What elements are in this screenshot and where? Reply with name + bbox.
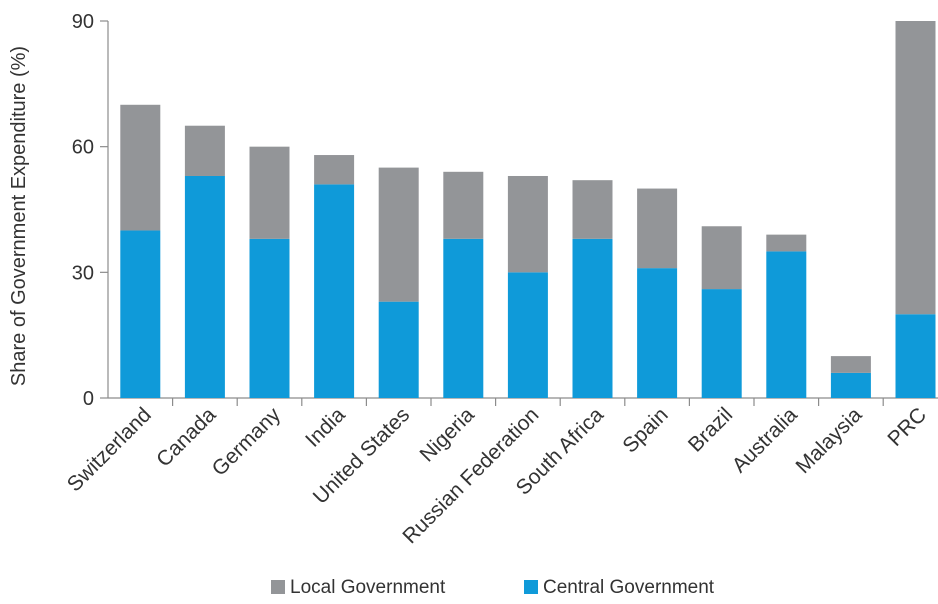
y-tick-label: 0 <box>83 388 94 410</box>
bar-central-government <box>314 184 355 398</box>
bar-central-government <box>378 301 419 398</box>
bar-central-government <box>701 289 742 398</box>
bar-local-government <box>184 125 225 176</box>
bar-central-government <box>184 175 225 398</box>
x-tick-label: Germany <box>208 403 286 481</box>
bar-local-government <box>443 171 484 239</box>
bar-local-government <box>249 146 290 239</box>
bar-local-government <box>701 226 742 290</box>
bar-local-government <box>830 356 871 373</box>
y-tick-label: 30 <box>72 262 94 284</box>
bar-central-government <box>443 238 484 398</box>
bar-local-government <box>637 188 678 269</box>
bar-local-government <box>572 180 613 239</box>
bars <box>120 21 936 398</box>
x-tick-label: Brazil <box>684 403 737 456</box>
bar-local-government <box>766 234 807 252</box>
y-ticks: 0 30 60 90 <box>72 11 108 410</box>
bar-central-government <box>507 272 548 398</box>
bar-central-government <box>249 238 290 398</box>
bar-central-government <box>766 251 807 398</box>
bar-local-government <box>378 167 419 302</box>
x-tick-label: Spain <box>618 403 672 457</box>
x-tick-label: Malaysia <box>792 403 867 478</box>
bar-central-government <box>830 372 871 398</box>
bar-central-government <box>895 314 936 398</box>
x-tick-label: PRC <box>883 403 931 451</box>
bar-local-government <box>507 175 548 273</box>
legend-swatch <box>271 580 285 594</box>
legend-swatch <box>524 580 538 594</box>
legend-label: Local Government <box>290 577 446 598</box>
x-tick-label: Nigeria <box>416 403 480 467</box>
legend-label: Central Government <box>543 577 715 598</box>
x-tick-label: Australia <box>728 403 802 477</box>
bar-local-government <box>120 104 161 231</box>
bar-central-government <box>637 268 678 398</box>
y-tick-label: 60 <box>72 137 94 159</box>
y-axis-title-group: Share of Government Expenditure (%) <box>8 46 30 386</box>
legend: Local Government Central Government <box>271 577 715 598</box>
bar-local-government <box>895 21 936 315</box>
x-tick-label: India <box>301 403 350 452</box>
bar-local-government <box>314 155 355 185</box>
bar-central-government <box>120 230 161 398</box>
y-tick-label: 90 <box>72 11 94 33</box>
bar-central-government <box>572 238 613 398</box>
y-axis-title: Share of Government Expenditure (%) <box>8 46 30 386</box>
x-tick-label: Switzerland <box>63 403 156 496</box>
